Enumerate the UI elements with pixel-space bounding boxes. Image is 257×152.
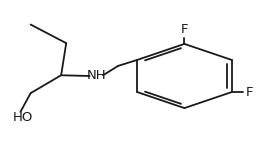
Text: F: F bbox=[246, 86, 253, 98]
Text: NH: NH bbox=[87, 69, 107, 83]
Text: F: F bbox=[181, 23, 188, 36]
Text: HO: HO bbox=[13, 111, 33, 124]
